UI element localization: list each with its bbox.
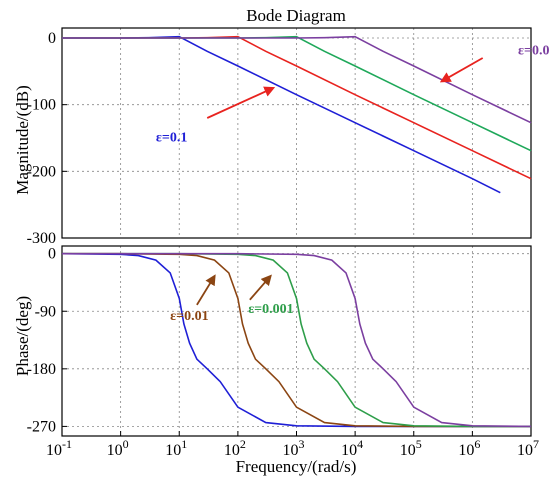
x-tick-label: 101 — [165, 437, 187, 459]
annotation-eps-0-0001: ε=0.0001 — [518, 44, 550, 59]
x-tick-exponent: 5 — [416, 437, 422, 451]
arrow-0-01-phase — [196, 274, 216, 306]
magnitude-ytick-label: 0 — [48, 30, 56, 47]
x-tick-base: 10 — [224, 442, 240, 459]
magnitude-axis-label: Magnitude/(dB) — [13, 85, 32, 195]
phase-ytick-label: -270 — [27, 418, 56, 435]
arrow-0-01-mag — [206, 86, 276, 119]
magnitude-ytick-label: -100 — [27, 97, 56, 114]
x-tick-exponent: 4 — [357, 437, 363, 451]
x-tick-labels: 10-1 100 101 102 103 104 105 106 107 — [46, 431, 539, 459]
x-tick-exponent: 6 — [474, 437, 480, 451]
x-tick-label: 105 — [400, 437, 422, 459]
x-tick-base: 10 — [458, 442, 474, 459]
x-tick-base: 10 — [400, 442, 416, 459]
phase-ytick-label: -180 — [27, 361, 56, 378]
magnitude-series-line-3 — [62, 35, 532, 124]
x-tick-base: 10 — [107, 442, 123, 459]
arrow-0-001-phase — [249, 274, 272, 301]
x-tick-exponent: 0 — [123, 437, 129, 451]
x-tick-label: 100 — [107, 437, 129, 459]
x-tick-exponent: 7 — [533, 437, 539, 451]
x-tick-base: 10 — [283, 442, 299, 459]
annotation-eps-0-1: ε=0.1 — [156, 130, 187, 145]
x-tick-label: 104 — [341, 437, 363, 459]
x-tick-exponent: 2 — [240, 437, 246, 451]
annotation-eps-0-01: ε=0.01 — [170, 309, 208, 324]
x-tick-base: 10 — [46, 442, 62, 459]
magnitude-ytick-label: -200 — [27, 163, 56, 180]
chart-title: Bode Diagram — [246, 6, 346, 25]
x-tick-label: 103 — [283, 437, 305, 459]
magnitude-panel: 0 -100 -200 -300 ε=0.1 ε=0.0001 — [27, 27, 550, 247]
phase-ytick-label: -90 — [35, 303, 56, 320]
x-tick-exponent: -1 — [62, 437, 72, 451]
x-tick-label: 106 — [458, 437, 480, 459]
x-tick-exponent: 1 — [181, 437, 187, 451]
frequency-axis-label: Frequency/(rad/s) — [236, 457, 357, 476]
magnitude-frame — [61, 27, 532, 239]
x-tick-base: 10 — [341, 442, 357, 459]
phase-series-line-1 — [62, 252, 531, 428]
magnitude-ytick-label: -300 — [27, 230, 56, 247]
x-tick-exponent: 3 — [299, 437, 305, 451]
x-tick-base: 10 — [165, 442, 181, 459]
x-tick-label: 107 — [517, 437, 539, 459]
magnitude-series-line-0 — [62, 35, 501, 194]
annotation-eps-0-001: ε=0.001 — [248, 302, 293, 317]
phase-ytick-label: 0 — [48, 246, 56, 263]
x-tick-label: 102 — [224, 437, 246, 459]
x-tick-label: 10-1 — [46, 437, 72, 459]
phase-axis-label: Phase/(deg) — [13, 296, 32, 376]
phase-series-line-2 — [62, 252, 531, 428]
phase-series-line-3 — [62, 252, 532, 428]
phase-series-line-0 — [61, 252, 531, 428]
x-tick-base: 10 — [517, 442, 533, 459]
arrow-0-0001-mag — [439, 57, 484, 83]
